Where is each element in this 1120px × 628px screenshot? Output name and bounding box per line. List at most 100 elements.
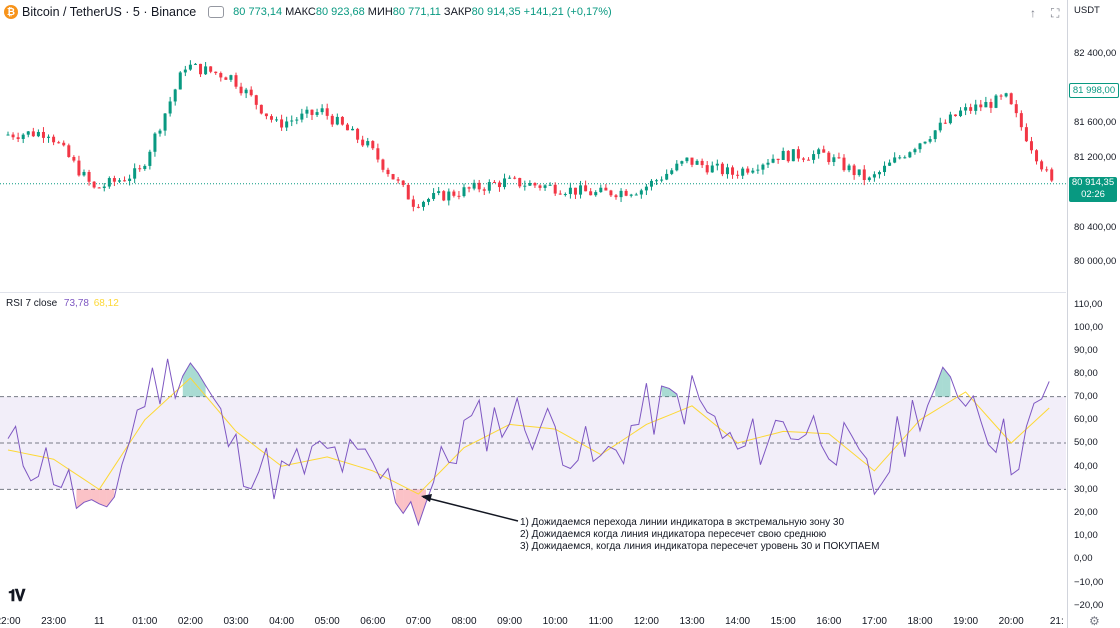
rsi-axis-label: −10,00: [1074, 577, 1104, 588]
candle: [791, 149, 795, 162]
candle: [908, 152, 912, 158]
candle: [11, 134, 15, 138]
candle: [928, 139, 932, 142]
candle: [568, 187, 572, 195]
rsi-axis-label: 30,00: [1074, 484, 1098, 495]
rsi-ma-value: 68,12: [93, 298, 119, 309]
symbol-title[interactable]: Bitcoin / TetherUS · 5 · Binance: [22, 5, 197, 19]
arrow-up-icon[interactable]: ↑: [1030, 6, 1036, 20]
candle: [807, 159, 811, 161]
candle: [77, 160, 81, 176]
candle: [264, 113, 268, 117]
candle: [1045, 169, 1049, 171]
candle: [41, 131, 45, 138]
candle: [508, 177, 512, 179]
candle: [285, 121, 289, 128]
candle: [761, 164, 765, 170]
pane-separator[interactable]: [0, 292, 1066, 293]
candle: [280, 119, 284, 128]
candle: [269, 116, 273, 120]
candle: [452, 191, 456, 196]
candle: [204, 66, 208, 75]
candle: [158, 130, 162, 134]
candle: [173, 89, 177, 102]
candle: [16, 137, 20, 139]
candle: [796, 149, 800, 159]
price-axis[interactable]: [1067, 0, 1120, 628]
ohlc-close-label: ЗАКР: [443, 6, 472, 18]
bitcoin-icon: ₿: [4, 5, 18, 19]
candle: [62, 142, 66, 146]
candle: [786, 150, 790, 162]
candle: [741, 168, 745, 176]
candle: [822, 149, 826, 153]
candle: [57, 142, 61, 144]
last-price-value: 80 914,35: [1071, 177, 1115, 188]
candle: [523, 185, 527, 187]
candle: [538, 185, 542, 188]
time-axis-label: 10:00: [542, 616, 568, 627]
candle: [128, 178, 132, 181]
candle: [751, 170, 755, 173]
candle: [340, 116, 344, 125]
ohlc-high-value: 80 923,68: [315, 6, 365, 18]
candle: [249, 89, 253, 96]
candle: [183, 69, 187, 73]
candle: [219, 73, 223, 78]
candle: [817, 149, 821, 155]
time-axis-label: 13:00: [679, 616, 705, 627]
candle: [528, 183, 532, 186]
candle: [619, 190, 623, 198]
candle: [513, 177, 517, 179]
candle: [665, 173, 669, 180]
candle: [477, 182, 481, 190]
settings-gear-icon[interactable]: ⚙: [1089, 614, 1100, 628]
ohlc-low-value: 80 771,11: [392, 6, 441, 18]
rsi-axis-label: 10,00: [1074, 530, 1098, 541]
currency-label[interactable]: USDT: [1074, 5, 1100, 16]
time-axis-label: 14:00: [725, 616, 751, 627]
candle: [984, 102, 988, 108]
annotation-arrow: [422, 496, 519, 522]
time-axis-label: 03:00: [223, 616, 249, 627]
time-axis-label: 11: [93, 616, 105, 627]
candle: [234, 75, 238, 87]
visibility-eye-icon[interactable]: [208, 6, 225, 18]
candle: [351, 128, 355, 131]
maximize-icon[interactable]: ⛶: [1051, 6, 1060, 20]
time-axis-label: 09:00: [497, 616, 523, 627]
candle: [584, 185, 588, 192]
candle: [188, 64, 192, 70]
time-axis-label: 16:00: [816, 616, 842, 627]
candle: [21, 134, 25, 139]
price-label: 81 600,00: [1074, 117, 1117, 128]
candle: [781, 150, 785, 160]
candle: [604, 187, 608, 191]
chart-canvas[interactable]: [0, 0, 1066, 628]
price-label: 80 400,00: [1074, 222, 1117, 233]
candle: [305, 109, 309, 114]
rsi-legend[interactable]: RSI 7 close 73,78 68,12: [6, 298, 119, 309]
tradingview-logo: 𝟏𝐕: [8, 588, 25, 605]
candle: [421, 201, 425, 207]
candle: [199, 63, 203, 75]
candle: [624, 190, 628, 196]
candle: [330, 115, 334, 125]
candle: [558, 193, 562, 195]
candle: [736, 174, 740, 176]
annotation-arrowhead: [421, 494, 432, 502]
candle: [660, 179, 664, 181]
candle: [427, 198, 431, 202]
candle: [442, 191, 446, 201]
candle: [614, 195, 618, 198]
candle: [462, 187, 466, 197]
candle: [275, 119, 279, 121]
rsi-oversold-fill: [410, 489, 419, 525]
time-axis-label: 04:00: [269, 616, 295, 627]
time-axis-label: 21:: [1049, 616, 1064, 627]
time-axis-label: 23:00: [41, 616, 67, 627]
candle: [579, 185, 583, 195]
time-axis-label: 17:00: [861, 616, 887, 627]
candle: [705, 165, 709, 173]
candle: [366, 141, 370, 146]
